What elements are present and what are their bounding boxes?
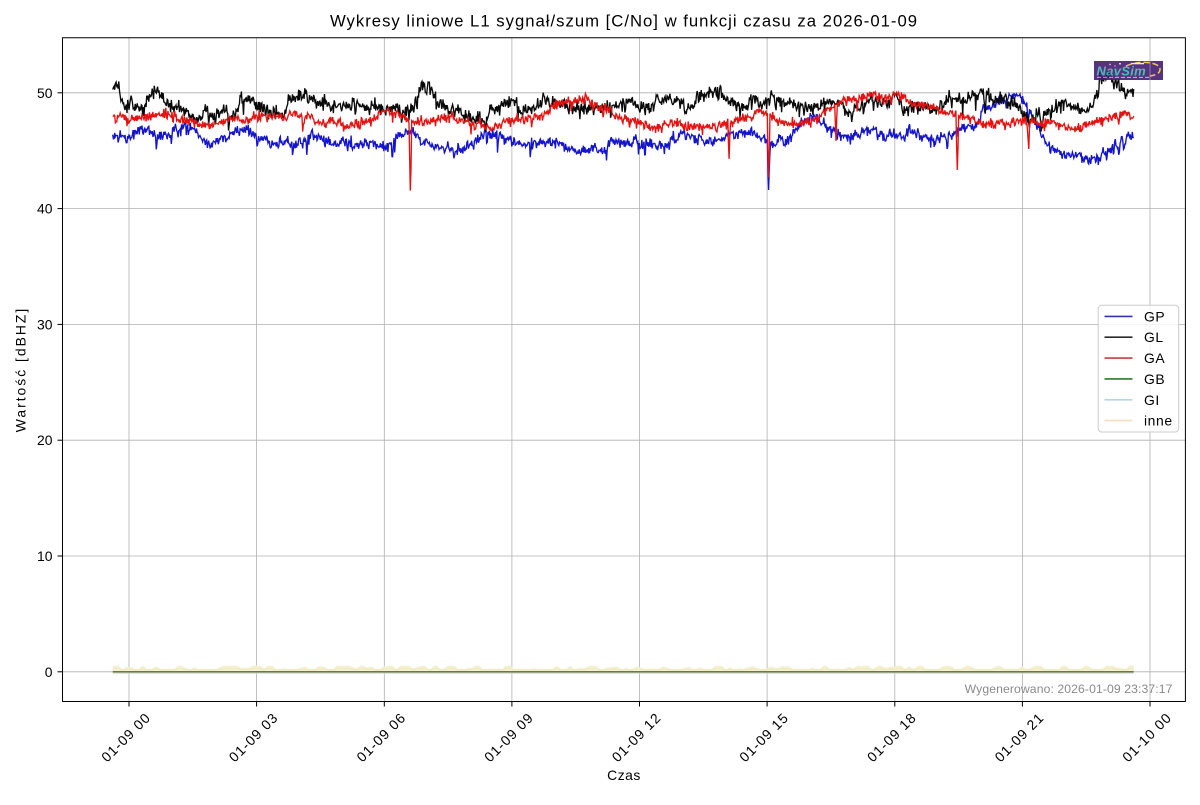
svg-text:Wygenerowano: 2026-01-09 23:37: Wygenerowano: 2026-01-09 23:37:17 [965,682,1173,696]
svg-text:GA: GA [1144,350,1165,366]
svg-text:GP: GP [1144,308,1165,324]
svg-text:Wykresy liniowe L1 sygnał/szum: Wykresy liniowe L1 sygnał/szum [C/No] w … [330,12,918,31]
svg-text:GB: GB [1144,371,1165,387]
svg-text:0: 0 [45,664,53,680]
svg-text:30: 30 [37,316,53,332]
svg-text:GI: GI [1144,392,1160,408]
svg-text:40: 40 [37,201,53,217]
svg-text:GL: GL [1144,329,1164,345]
svg-text:10: 10 [37,548,53,564]
svg-text:inne: inne [1144,413,1173,429]
svg-text:Czas: Czas [607,767,641,783]
svg-text:Wartość [dBHZ]: Wartość [dBHZ] [13,307,29,433]
svg-text:NavSim: NavSim [1097,64,1147,79]
svg-text:50: 50 [37,85,53,101]
svg-text:20: 20 [37,432,53,448]
